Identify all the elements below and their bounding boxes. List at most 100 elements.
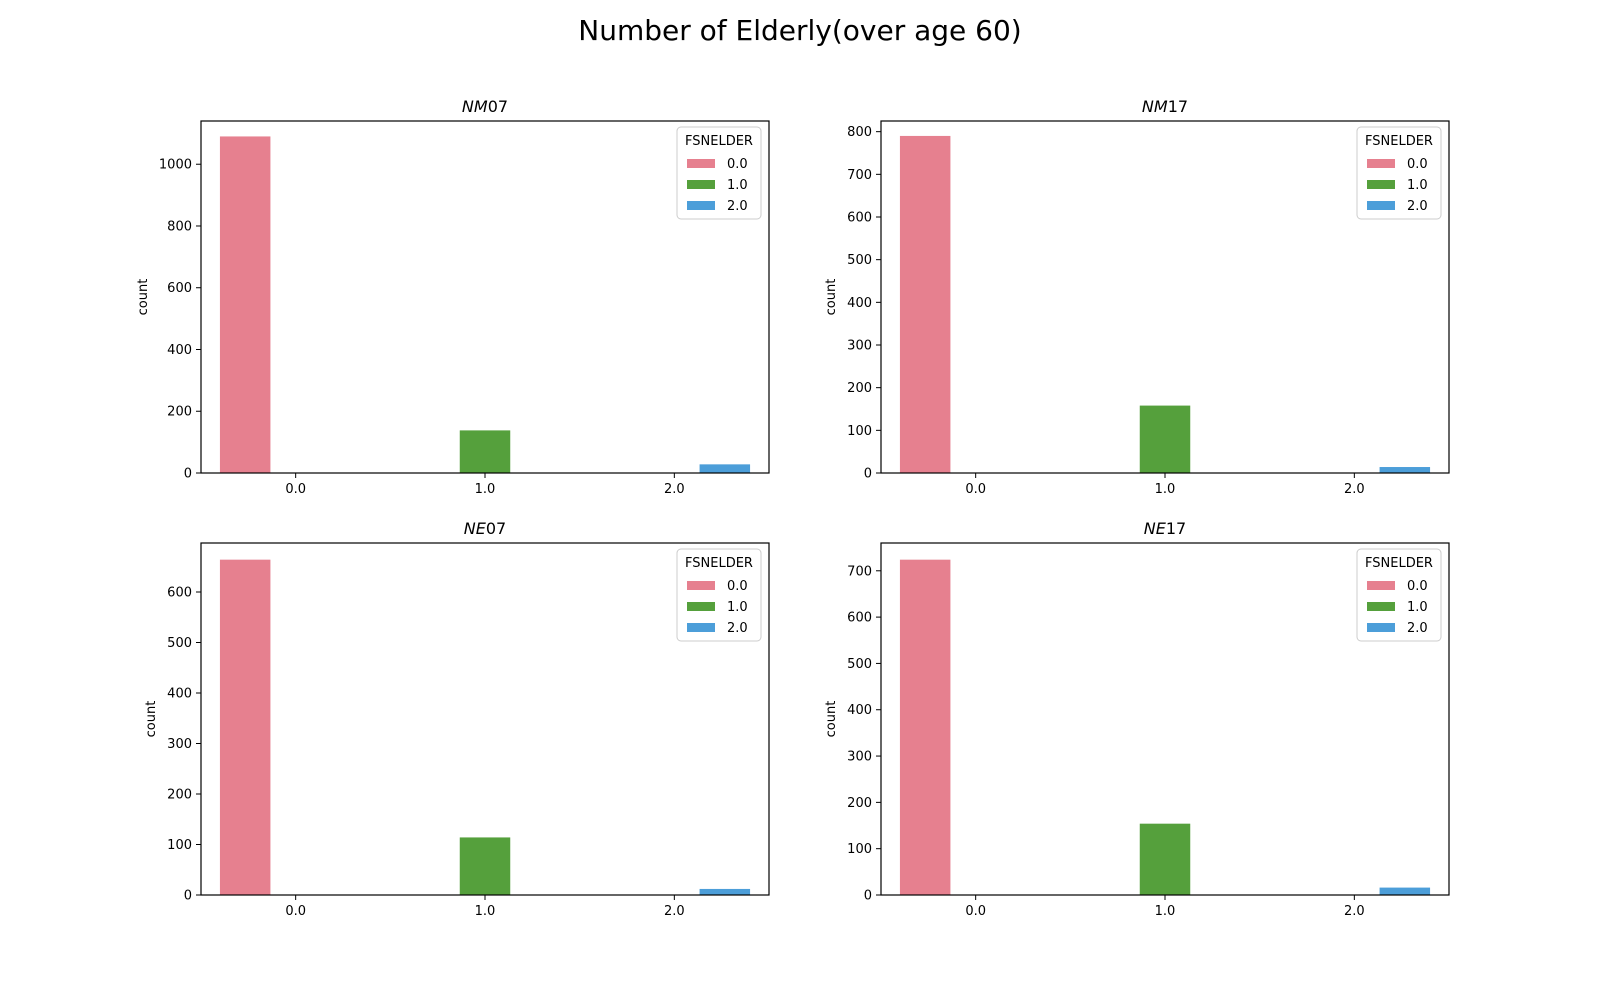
legend-swatch-0.0	[1367, 581, 1395, 590]
legend-title: FSNELDER	[1365, 556, 1433, 571]
y-tick-label: 200	[167, 787, 192, 802]
chart-panel-4: 0 100 200 300 400 500 600 700 0.0 1.0 2.0 count NE17…	[824, 519, 1450, 919]
legend-box	[676, 126, 762, 220]
legend-swatch-0.0	[1367, 159, 1395, 168]
y-tick-label: 400	[167, 686, 192, 701]
panel-title: NE17	[1144, 519, 1186, 538]
y-tick-label: 700	[847, 168, 872, 183]
bar-0.0-0.0	[899, 135, 951, 473]
y-tick-label: 0	[184, 889, 192, 904]
legend-title: FSNELDER	[685, 556, 753, 571]
panel-title: NM07	[462, 97, 508, 116]
y-tick-label: 800	[847, 125, 872, 140]
bar-2.0-2.0	[1379, 467, 1431, 473]
legend-label-2.0: 2.0	[1407, 621, 1428, 636]
chart-panel-3: 0 100 200 300 400 500 600 0.0 1.0 2.0 count NE07 FSN…	[144, 519, 770, 919]
panel-title-italic: NE	[464, 519, 487, 538]
y-tick-label: 0	[864, 889, 872, 904]
bar-2.0-2.0	[699, 888, 751, 895]
bar-1.0-1.0	[1139, 405, 1191, 473]
y-tick-label: 100	[847, 842, 872, 857]
legend-label-1.0: 1.0	[1407, 178, 1428, 193]
x-tick-label: 0.0	[965, 482, 986, 497]
figure-title: Number of Elderly(over age 60)	[578, 14, 1022, 47]
y-tick-label: 500	[167, 636, 192, 651]
legend-swatch-2.0	[687, 201, 715, 210]
y-tick-label: 600	[167, 585, 192, 600]
legend-label-2.0: 2.0	[1407, 199, 1428, 214]
y-tick-label: 1000	[159, 158, 192, 173]
panel-title-rest: 07	[488, 97, 508, 116]
x-tick-label: 2.0	[1344, 904, 1365, 919]
legend-title: FSNELDER	[1365, 134, 1433, 149]
x-tick-label: 1.0	[1155, 904, 1176, 919]
y-tick-label: 0	[864, 467, 872, 482]
bar-2.0-2.0	[699, 464, 751, 473]
bar-0.0-0.0	[219, 136, 271, 473]
x-tick-label: 1.0	[1155, 482, 1176, 497]
panel-title-rest: 17	[1168, 97, 1188, 116]
x-tick-label: 1.0	[475, 482, 496, 497]
y-tick-label: 200	[847, 796, 872, 811]
legend-label-1.0: 1.0	[1407, 600, 1428, 615]
chart-panel-1: 0 200 400 600 800 1000 0.0 1.0 2.0 count NM07 FSNEL…	[136, 97, 770, 497]
panel-title-rest: 07	[486, 519, 506, 538]
y-tick-label: 200	[167, 405, 192, 420]
bar-1.0-1.0	[1139, 823, 1191, 895]
y-tick-label: 400	[847, 296, 872, 311]
bar-1.0-1.0	[459, 430, 511, 473]
legend-swatch-2.0	[1367, 623, 1395, 632]
bar-0.0-0.0	[219, 559, 271, 895]
y-axis-label: count	[824, 279, 839, 316]
y-tick-label: 300	[847, 339, 872, 354]
y-tick-label: 300	[167, 737, 192, 752]
y-axis-label: count	[824, 701, 839, 738]
bar-0.0-0.0	[899, 559, 951, 895]
legend-swatch-0.0	[687, 581, 715, 590]
legend-label-1.0: 1.0	[727, 178, 748, 193]
y-tick-label: 700	[847, 564, 872, 579]
legend-swatch-1.0	[1367, 602, 1395, 611]
legend-swatch-2.0	[687, 623, 715, 632]
x-tick-label: 2.0	[664, 482, 685, 497]
x-tick-label: 1.0	[475, 904, 496, 919]
panel-title-italic: NM	[1142, 97, 1168, 116]
y-tick-label: 600	[847, 211, 872, 226]
legend-label-0.0: 0.0	[1407, 579, 1428, 594]
panel-title-rest: 17	[1166, 519, 1186, 538]
y-tick-label: 600	[167, 281, 192, 296]
y-tick-label: 400	[167, 343, 192, 358]
y-tick-label: 800	[167, 219, 192, 234]
legend-label-0.0: 0.0	[727, 579, 748, 594]
chart-panel-2: 0 100 200 300 400 500 600 700 800 0.0 1.0 2.0 count N…	[824, 97, 1450, 497]
y-axis-label: count	[144, 701, 159, 738]
panel-title: NM17	[1142, 97, 1188, 116]
bar-1.0-1.0	[459, 837, 511, 895]
legend-box	[1356, 126, 1442, 220]
legend-swatch-1.0	[1367, 180, 1395, 189]
legend-label-1.0: 1.0	[727, 600, 748, 615]
y-tick-label: 500	[847, 657, 872, 672]
x-tick-label: 2.0	[664, 904, 685, 919]
y-tick-label: 200	[847, 381, 872, 396]
bar-2.0-2.0	[1379, 887, 1431, 895]
panel-title-italic: NE	[1144, 519, 1167, 538]
x-tick-label: 0.0	[285, 904, 306, 919]
y-tick-label: 100	[847, 424, 872, 439]
y-tick-label: 500	[847, 253, 872, 268]
y-tick-label: 100	[167, 838, 192, 853]
y-axis-label: count	[136, 279, 151, 316]
panel-title-italic: NM	[462, 97, 488, 116]
legend-title: FSNELDER	[685, 134, 753, 149]
legend-label-0.0: 0.0	[1407, 157, 1428, 172]
x-tick-label: 0.0	[965, 904, 986, 919]
legend-box	[1356, 548, 1442, 642]
legend-label-2.0: 2.0	[727, 621, 748, 636]
legend-swatch-1.0	[687, 602, 715, 611]
y-tick-label: 0	[184, 467, 192, 482]
legend-swatch-0.0	[687, 159, 715, 168]
legend-box	[676, 548, 762, 642]
x-tick-label: 2.0	[1344, 482, 1365, 497]
y-tick-label: 300	[847, 750, 872, 765]
